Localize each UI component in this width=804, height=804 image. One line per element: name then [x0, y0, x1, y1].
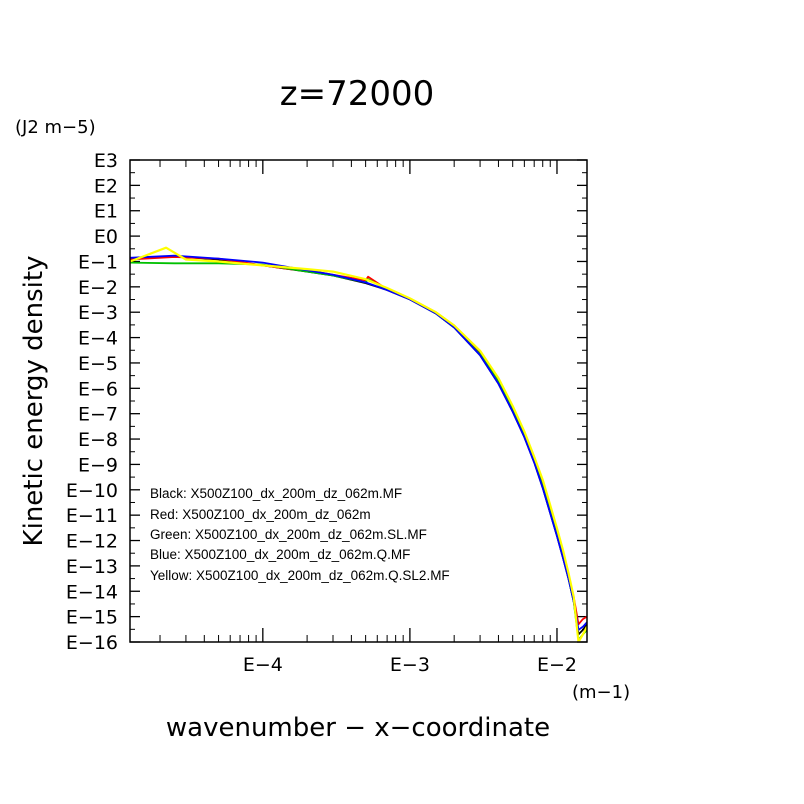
legend: Black: X500Z100_dx_200m_dz_062m.MF Red: … [150, 486, 450, 583]
series-layer [130, 246, 587, 642]
chart-title: z=72000 [280, 74, 435, 114]
y-tick-label: E1 [94, 201, 118, 223]
y-tick-label: E−4 [78, 328, 118, 350]
y-tick-label: E2 [94, 175, 118, 197]
y-tick-label: E0 [94, 226, 118, 248]
legend-entry-black: Black: X500Z100_dx_200m_dz_062m.MF [150, 486, 402, 501]
y-axis-label: Kinetic energy density [19, 256, 49, 547]
x-tick-label: E−4 [243, 654, 283, 676]
y-tick-label: E−12 [66, 531, 118, 553]
y-tick-label: E−9 [78, 454, 118, 476]
y-tick-label: E−1 [78, 251, 118, 273]
y-tick-label: E−13 [66, 556, 118, 578]
legend-entry-green: Green: X500Z100_dx_200m_dz_062m.SL.MF [150, 527, 427, 542]
y-tick-label: E−2 [78, 277, 118, 299]
tick-layer: E3 E2 E1 E0 E−1 E−2 E−3 E−4 E−5 E−6 E−7 E−8 E−9 E−10 E… [66, 150, 587, 676]
y-tick-label: E−6 [78, 378, 118, 400]
y-tick-label: E−3 [78, 302, 118, 324]
x-tick-label: E−3 [390, 654, 430, 676]
y-tick-label: E−11 [66, 505, 118, 527]
legend-entry-blue: Blue: X500Z100_dx_200m_dz_062m.Q.MF [150, 547, 410, 562]
y-tick-label: E−8 [78, 429, 118, 451]
y-axis-unit: (J2 m−5) [15, 117, 96, 138]
legend-entry-red: Red: X500Z100_dx_200m_dz_062m [150, 507, 371, 522]
x-axis-unit: (m−1) [572, 682, 630, 703]
y-tick-label: E−16 [66, 632, 118, 654]
y-tick-label: E−10 [66, 480, 118, 502]
x-tick-label: E−2 [537, 654, 577, 676]
series-line-yellow [130, 246, 587, 642]
y-tick-label: E−14 [66, 581, 118, 603]
y-tick-label: E−7 [78, 404, 118, 426]
x-axis-label: wavenumber − x−coordinate [166, 713, 550, 743]
legend-entry-yellow: Yellow: X500Z100_dx_200m_dz_062m.Q.SL2.M… [150, 568, 450, 583]
y-tick-label: E3 [94, 150, 118, 172]
y-tick-label: E−5 [78, 353, 118, 375]
y-tick-label: E−15 [66, 607, 118, 629]
plot-frame [129, 159, 588, 643]
